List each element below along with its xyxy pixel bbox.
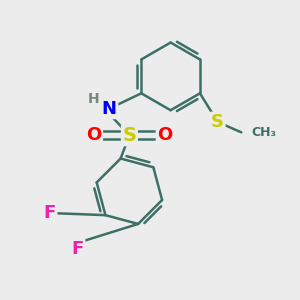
Text: S: S [122,126,136,145]
Text: F: F [44,204,56,222]
Text: H: H [88,92,99,106]
Text: O: O [157,126,172,144]
Text: F: F [72,240,84,258]
Text: S: S [211,113,224,131]
Text: N: N [102,100,117,118]
Text: O: O [86,126,102,144]
Text: CH₃: CH₃ [252,126,277,139]
